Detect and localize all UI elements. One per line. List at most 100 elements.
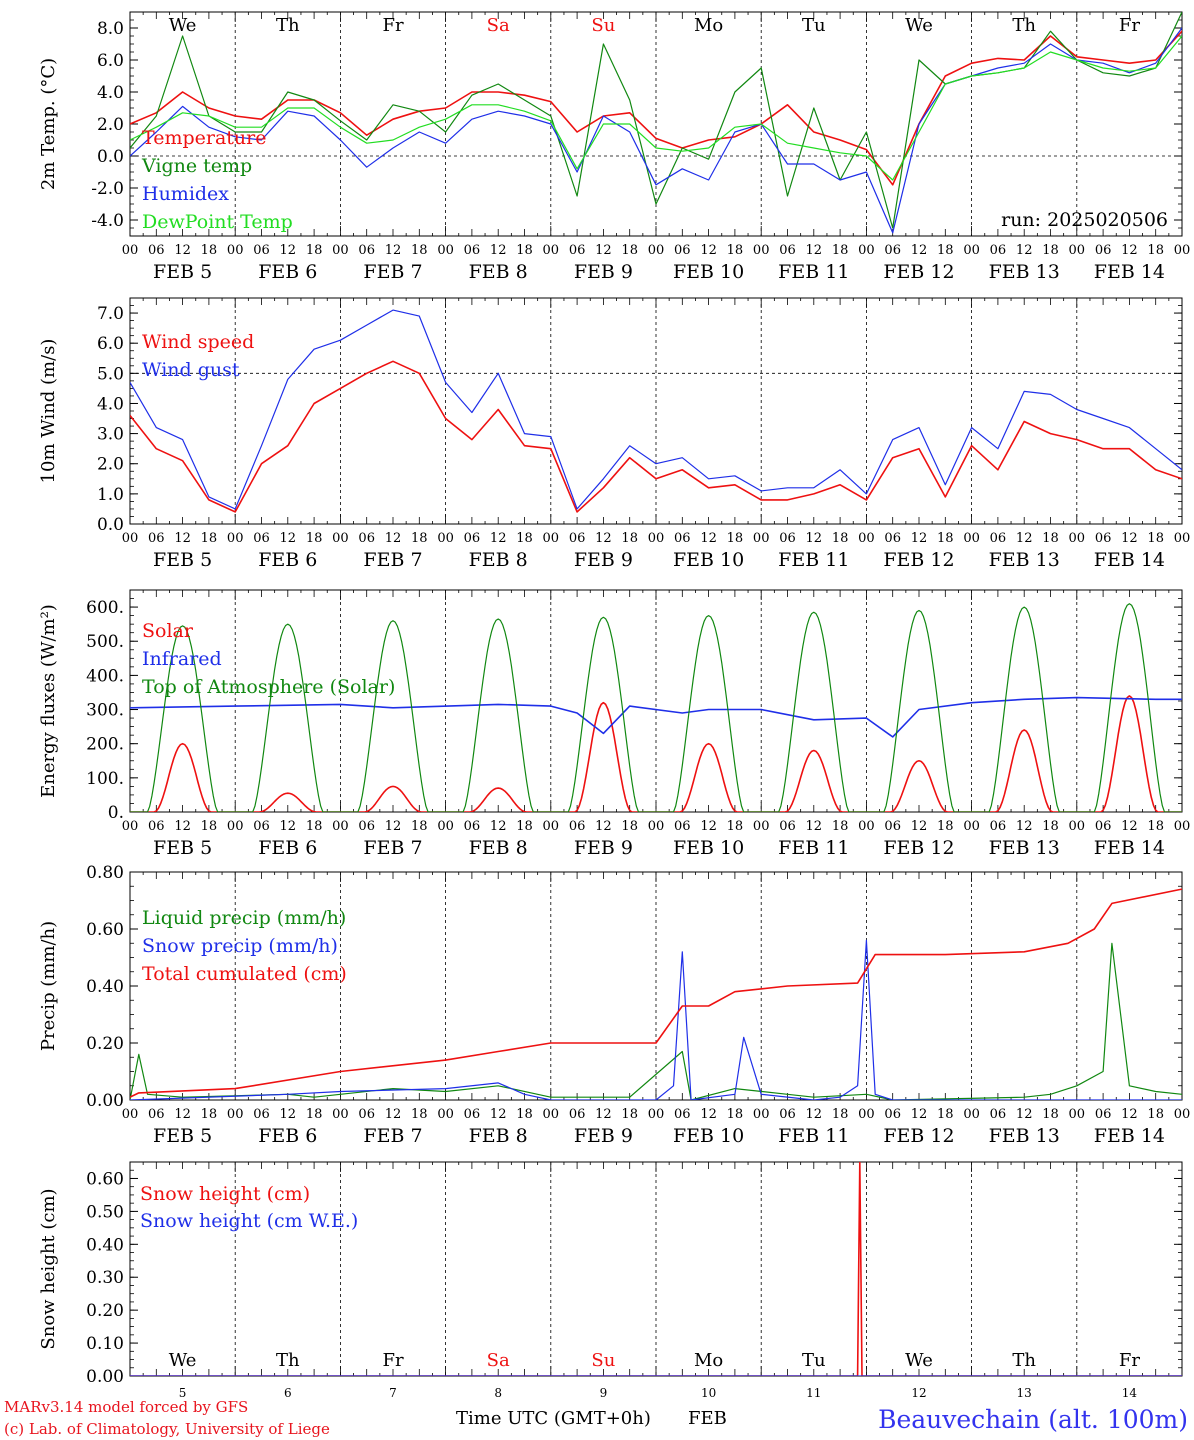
hour-label: 06 [253, 531, 270, 546]
day-number-label: 10 [701, 1386, 716, 1400]
y-tick-label: 300. [86, 701, 124, 721]
hour-label: 06 [464, 1107, 481, 1122]
series-line-liquid-precip-mm-h- [130, 942, 1182, 1100]
date-label: FEB 13 [989, 1125, 1060, 1147]
series-line-temperature [130, 30, 1182, 186]
x-axis-title: Time UTC (GMT+0h) [456, 1408, 651, 1429]
hour-label: 06 [1095, 243, 1112, 258]
hour-label: 00 [648, 1107, 665, 1122]
date-label: FEB 6 [258, 837, 317, 859]
series-line-top-of-atmosphere-solar- [130, 603, 1182, 812]
hour-label: 06 [990, 819, 1007, 834]
hour-label: 00 [753, 819, 770, 834]
hour-label: 18 [201, 243, 218, 258]
hour-label: 00 [1174, 819, 1191, 834]
date-label: FEB 7 [363, 549, 422, 571]
series-group [130, 603, 1182, 812]
hour-label: 00 [122, 531, 139, 546]
station-name: Beauvechain (alt. 100m) [878, 1405, 1188, 1434]
y-axis-title: 10m Wind (m/s) [38, 339, 59, 484]
hour-label: 00 [858, 531, 875, 546]
weekday-label: We [905, 15, 933, 36]
hour-label: 18 [621, 243, 638, 258]
hour-label: 18 [937, 531, 954, 546]
date-label: FEB 7 [363, 837, 422, 859]
date-label: FEB 13 [989, 549, 1060, 571]
hour-label: 12 [700, 531, 717, 546]
date-label: FEB 6 [258, 549, 317, 571]
hour-label: 18 [411, 1107, 428, 1122]
hour-label: 18 [937, 243, 954, 258]
date-label: FEB 12 [883, 1125, 954, 1147]
chart-panel-3: 0. 100. 200. 300. 400. 500. 600. Energy fluxes … [38, 589, 1191, 859]
weekday-label: Fr [382, 15, 403, 36]
day-number-label: 6 [284, 1386, 292, 1400]
y-tick-label: 0.40 [86, 1235, 124, 1255]
y-tick-label: 5.0 [97, 364, 124, 384]
date-label: FEB 6 [258, 1125, 317, 1147]
series-group [130, 888, 1182, 1100]
hour-label: 18 [832, 819, 849, 834]
hour-label: 18 [1147, 531, 1164, 546]
date-label: FEB 14 [1094, 261, 1165, 283]
run-annotation: run: 2025020506 [1001, 209, 1168, 231]
hour-label: 00 [753, 1107, 770, 1122]
hour-label: 18 [306, 243, 323, 258]
y-tick-label: 2.0 [97, 115, 124, 135]
hour-label: 18 [832, 531, 849, 546]
weekday-label: Mo [694, 1350, 723, 1371]
hour-label: 12 [1016, 819, 1033, 834]
weekday-label: Su [591, 15, 615, 36]
y-axis-title: 2m Temp. (°C) [38, 58, 59, 190]
hour-label: 06 [569, 531, 586, 546]
weekday-label: Sa [487, 15, 510, 36]
legend-entry: Wind gust [142, 359, 240, 381]
chart-panel-1: -4.0 -2.0 0.0 2.0 4.0 6.0 8.0 2m Temp. (°C) 00 06… [38, 11, 1190, 283]
day-number-label: 9 [600, 1386, 608, 1400]
day-number-label: 5 [179, 1386, 187, 1400]
hour-label: 18 [201, 1107, 218, 1122]
hour-label: 18 [727, 531, 744, 546]
weekday-label: Tu [802, 15, 826, 36]
weekday-label: We [905, 1350, 933, 1371]
hour-label: 18 [201, 819, 218, 834]
day-number-label: 7 [389, 1386, 397, 1400]
hour-label: 06 [358, 243, 375, 258]
hour-label: 18 [1042, 1107, 1059, 1122]
series-line-vigne-temp [130, 12, 1182, 229]
hour-label: 00 [1069, 531, 1086, 546]
weekday-label: Th [276, 1350, 300, 1371]
y-tick-label: 0. [108, 803, 124, 823]
date-label: FEB 10 [673, 549, 744, 571]
hour-label: 18 [1042, 243, 1059, 258]
hour-label: 12 [490, 819, 507, 834]
x-axis-month: FEB [688, 1408, 727, 1429]
hour-label: 18 [1147, 243, 1164, 258]
series-line-total-cumulated-cm- [130, 888, 1182, 1098]
hour-label: 12 [806, 531, 823, 546]
weekday-label: Fr [1119, 15, 1140, 36]
hour-label: 18 [411, 531, 428, 546]
hour-label: 06 [779, 531, 796, 546]
hour-label: 12 [1016, 1107, 1033, 1122]
date-label: FEB 5 [153, 1125, 212, 1147]
day-number-label: 12 [911, 1386, 926, 1400]
hour-label: 12 [280, 531, 297, 546]
hour-label: 18 [937, 1107, 954, 1122]
hour-label: 00 [437, 531, 454, 546]
y-tick-label: 200. [86, 735, 124, 755]
hour-label: 00 [963, 531, 980, 546]
hour-label: 12 [1121, 243, 1138, 258]
hour-label: 06 [358, 1107, 375, 1122]
hour-label: 06 [1095, 531, 1112, 546]
hour-label: 18 [306, 1107, 323, 1122]
hour-label: 12 [700, 1107, 717, 1122]
day-number-label: 8 [494, 1386, 502, 1400]
hour-label: 12 [385, 1107, 402, 1122]
hour-label: 12 [1016, 243, 1033, 258]
weekday-label: Tu [802, 1350, 826, 1371]
hour-label: 18 [621, 819, 638, 834]
hour-label: 06 [884, 1107, 901, 1122]
y-tick-label: 4.0 [97, 394, 124, 414]
hour-label: 12 [280, 819, 297, 834]
